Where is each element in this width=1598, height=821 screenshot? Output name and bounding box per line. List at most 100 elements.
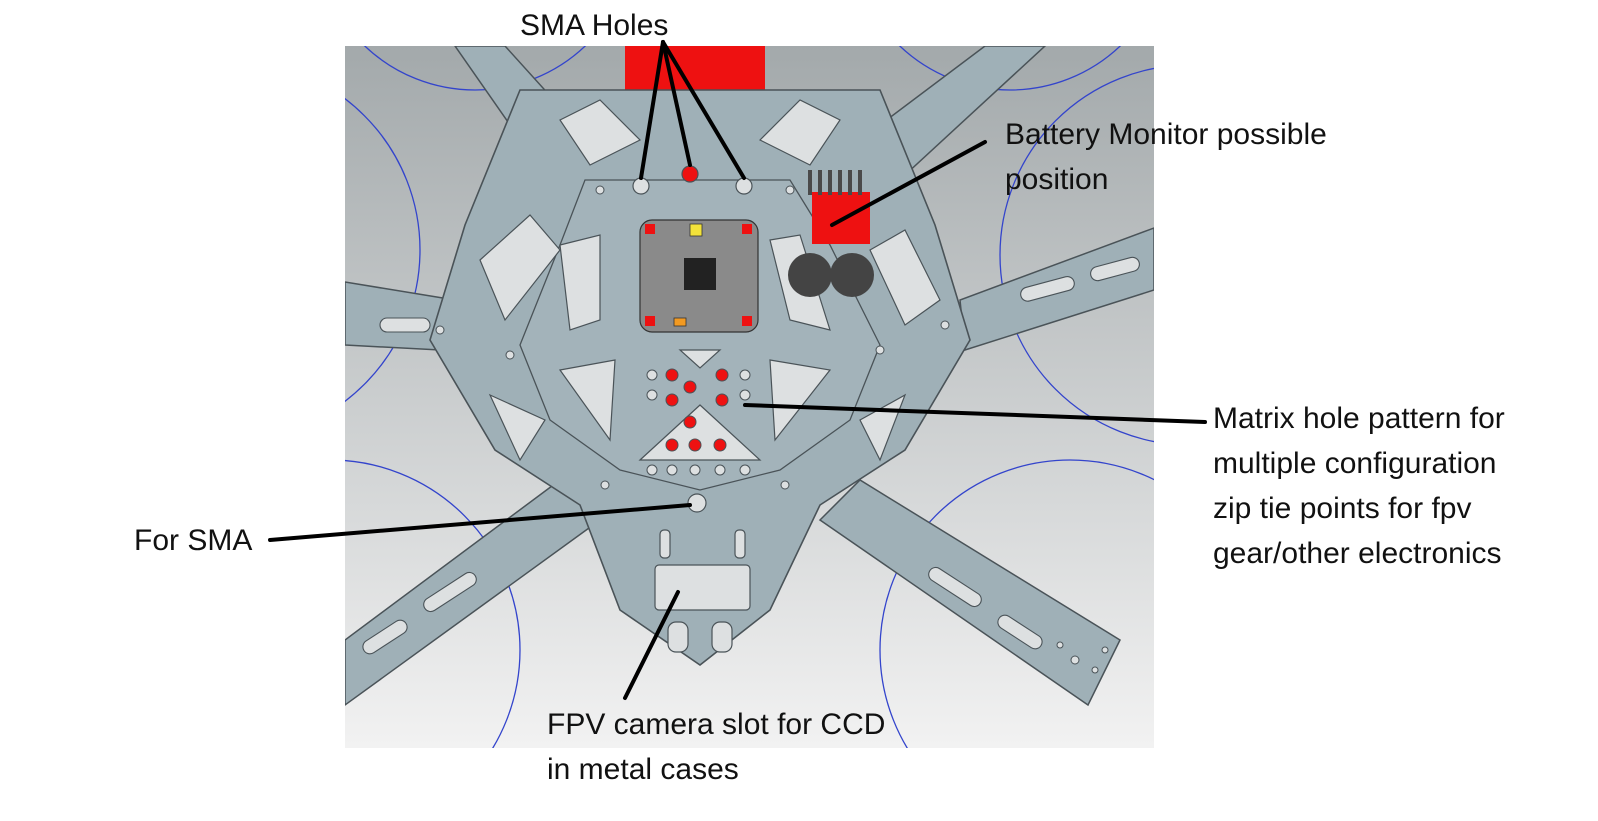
label-line: position <box>1005 163 1109 196</box>
slot <box>667 621 689 653</box>
matrix-hole <box>715 368 729 382</box>
label-line: multiple configuration <box>1213 447 1497 480</box>
leader-line-sma-2 <box>661 40 692 167</box>
cutout <box>678 349 722 369</box>
slot <box>659 529 671 559</box>
sma-hole-lower <box>687 493 707 513</box>
leader-line-battery <box>830 140 987 227</box>
matrix-hole <box>683 415 697 429</box>
prop-circle <box>363 46 587 91</box>
prop-circle <box>345 98 421 402</box>
matrix-hole <box>713 438 727 452</box>
matrix-hole <box>666 464 678 476</box>
cutout <box>869 229 941 326</box>
matrix-hole <box>688 438 702 452</box>
label-matrix-holes: Matrix hole pattern for multiple configu… <box>1213 396 1505 576</box>
sma-holes <box>632 165 753 195</box>
cutout <box>488 393 546 462</box>
sma-hole <box>681 165 699 183</box>
label-line: For SMA <box>134 524 253 557</box>
cutout <box>769 359 832 442</box>
label-line: Matrix hole pattern for <box>1213 402 1505 435</box>
matrix-hole <box>739 369 751 381</box>
matrix-hole <box>715 393 729 407</box>
matrix-hole <box>739 464 751 476</box>
leader-line-sma-3 <box>661 40 746 180</box>
slot <box>711 621 733 653</box>
fc-pad <box>742 224 752 234</box>
sma-hole <box>735 177 753 195</box>
matrix-holes <box>646 368 751 476</box>
arm-slot <box>1020 276 1075 302</box>
mounting-hole <box>595 185 605 195</box>
matrix-hole <box>665 393 679 407</box>
leader-line-matrix <box>743 403 1207 424</box>
matrix-hole <box>665 368 679 382</box>
mounting-hole <box>435 325 445 335</box>
leader-line-sma-1 <box>639 40 665 180</box>
label-line: in metal cases <box>547 753 739 786</box>
battery-connector <box>830 253 874 297</box>
battery-monitor-pins <box>808 170 862 195</box>
arm-slot <box>997 614 1043 650</box>
label-line: SMA Holes <box>520 9 669 42</box>
label-for-sma: For SMA <box>134 518 252 563</box>
arm-slots <box>362 256 1140 655</box>
mounting-hole <box>1091 666 1099 674</box>
fc-chip <box>684 258 716 290</box>
prop-circle <box>879 459 1154 748</box>
cutout <box>558 359 616 442</box>
leader-lines <box>268 40 1207 700</box>
arm-slot <box>1090 256 1140 282</box>
mounting-hole <box>1070 655 1080 665</box>
prop-circle <box>898 46 1122 91</box>
sma-hole <box>632 177 650 195</box>
cutout <box>559 234 601 331</box>
label-fpv-slot: FPV camera slot for CCD in metal cases <box>547 702 885 792</box>
cutout <box>758 99 841 166</box>
matrix-hole <box>689 464 701 476</box>
mounting-hole <box>600 480 610 490</box>
propeller-circles <box>345 46 1154 748</box>
mounting-hole <box>1101 646 1109 654</box>
matrix-hole <box>646 389 658 401</box>
prop-circle <box>999 67 1154 443</box>
label-battery-monitor: Battery Monitor possible position <box>1005 112 1327 202</box>
fc-pads-red <box>645 224 752 326</box>
arm-slot <box>928 566 982 608</box>
matrix-hole <box>739 389 751 401</box>
fpv-slot <box>654 564 751 611</box>
fc-pad <box>645 224 655 234</box>
label-line: FPV camera slot for CCD <box>547 708 886 741</box>
label-sma-holes: SMA Holes <box>520 3 668 48</box>
mounting-hole <box>780 480 790 490</box>
fc-pad <box>742 316 752 326</box>
arm-slot <box>423 571 477 613</box>
matrix-hole <box>646 464 658 476</box>
slot <box>734 529 746 559</box>
label-line: zip tie points for fpv <box>1213 492 1472 525</box>
label-line: gear/other electronics <box>1213 537 1502 570</box>
cutout <box>559 99 642 166</box>
prop-circle <box>345 459 521 748</box>
leader-line-for-sma <box>268 503 692 542</box>
mounting-hole <box>785 185 795 195</box>
mounting-hole <box>1056 641 1064 649</box>
fc-connector-yellow <box>689 223 703 237</box>
mounting-hole <box>505 350 515 360</box>
matrix-hole <box>683 380 697 394</box>
fc-pad <box>645 316 655 326</box>
mounting-hole <box>875 345 885 355</box>
arm-slot <box>379 317 431 333</box>
matrix-hole <box>665 438 679 452</box>
matrix-hole <box>714 464 726 476</box>
battery-connector <box>788 253 832 297</box>
mounting-holes <box>435 185 1109 674</box>
label-line: Battery Monitor possible <box>1005 118 1327 151</box>
leader-line-fpv <box>623 590 680 700</box>
arm-slot <box>362 619 408 655</box>
mounting-hole <box>940 320 950 330</box>
matrix-hole <box>646 369 658 381</box>
